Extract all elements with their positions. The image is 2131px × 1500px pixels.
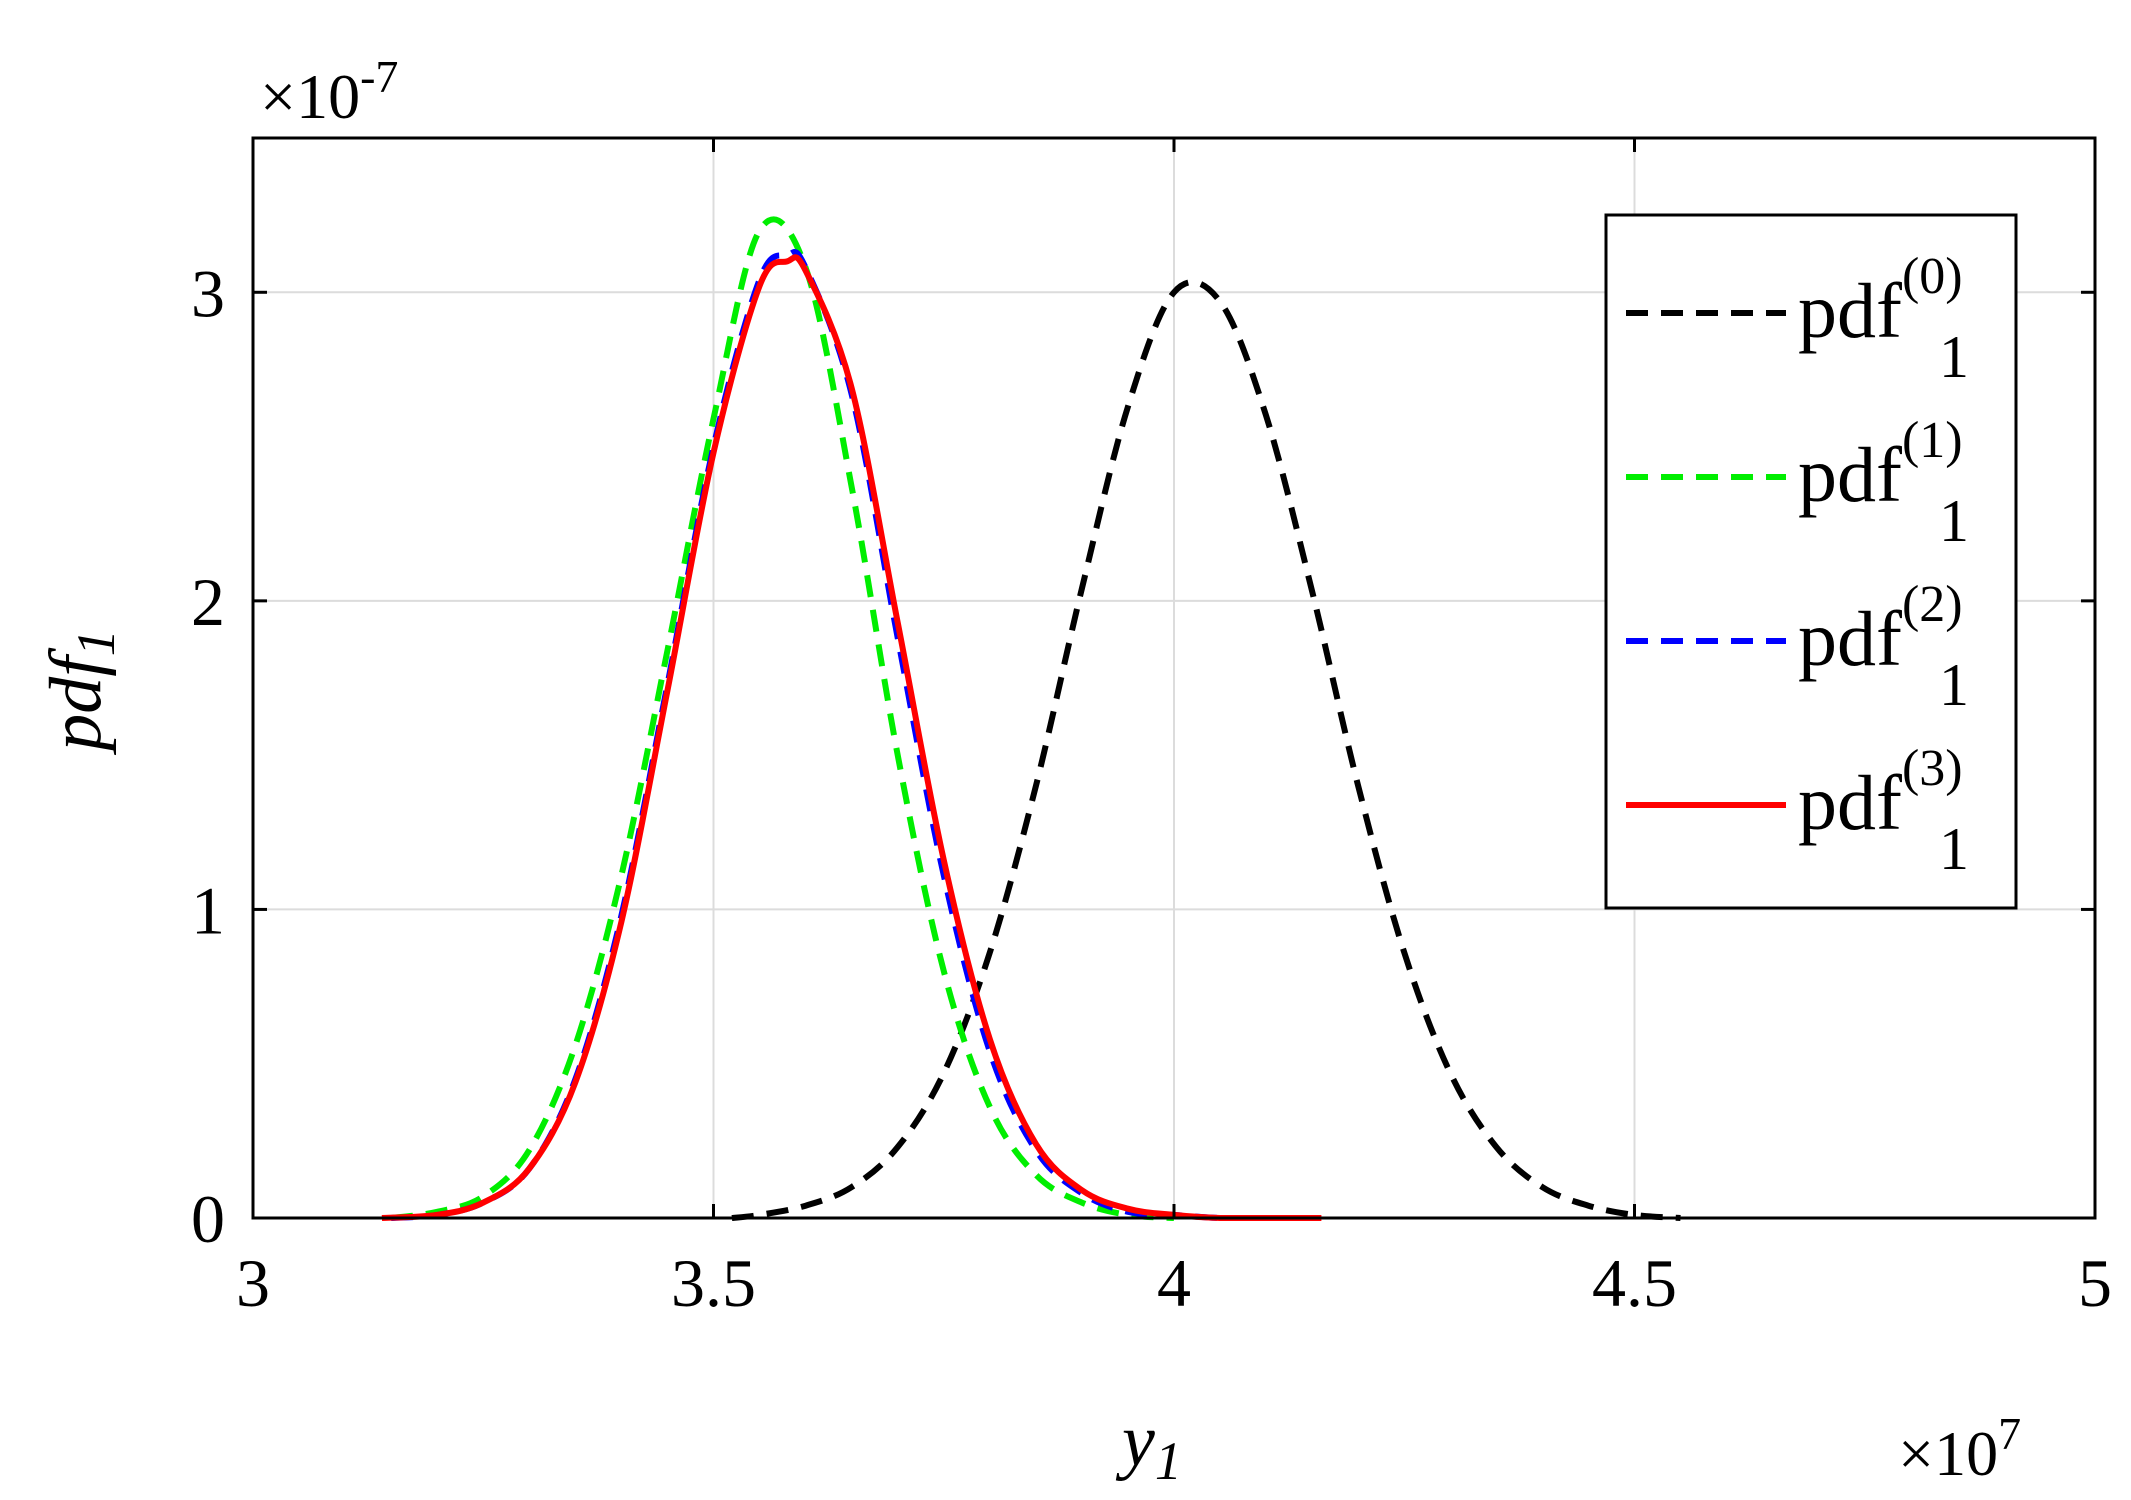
y-tick-label: 3 bbox=[191, 255, 225, 331]
x-tick-label: 3.5 bbox=[671, 1245, 756, 1321]
x-tick-label: 3 bbox=[236, 1245, 270, 1321]
legend-label-3: pdf(3) 1 bbox=[1798, 740, 1969, 882]
legend: pdf(0) 1 pdf(1) 1 pdf(2) 1 pdf(3) 1 bbox=[1604, 213, 2018, 910]
y-tick-label: 0 bbox=[191, 1181, 225, 1257]
x-tick-label: 5 bbox=[2078, 1245, 2112, 1321]
legend-label-2: pdf(2) 1 bbox=[1798, 576, 1969, 718]
plot-series bbox=[381, 216, 1681, 1222]
x-axis-label: y1 bbox=[1115, 1400, 1182, 1491]
x-tick-label: 4.5 bbox=[1592, 1245, 1677, 1321]
series-line-0 bbox=[731, 279, 1681, 1221]
x-multiplier-label: ×107 bbox=[1898, 1408, 2021, 1489]
axis-ticks: 3 3.5 4 4.5 5 0 1 2 3 bbox=[191, 138, 2112, 1321]
legend-label-1: pdf(1) 1 bbox=[1798, 412, 1969, 554]
x-tick-label: 4 bbox=[1157, 1245, 1191, 1321]
legend-box bbox=[1604, 213, 2018, 910]
series-line-3 bbox=[381, 254, 1322, 1222]
y-axis-label: pdf1 bbox=[35, 629, 126, 756]
legend-label-0: pdf(0) 1 bbox=[1798, 248, 1969, 390]
y-tick-label: 1 bbox=[191, 872, 225, 948]
y-multiplier-label: ×10-7 bbox=[260, 51, 398, 132]
y-tick-label: 2 bbox=[191, 564, 225, 640]
series-line-1 bbox=[390, 216, 1175, 1221]
